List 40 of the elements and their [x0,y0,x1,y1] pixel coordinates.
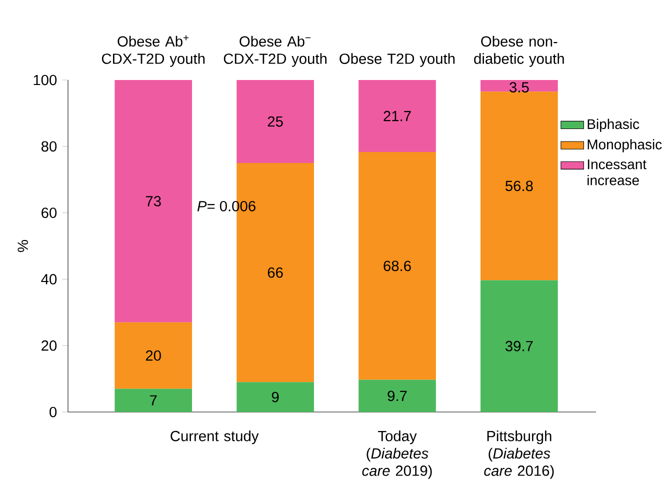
legend-label: Biphasic [588,118,640,132]
data-label: 9.7 [388,390,407,402]
y-tick-label: 60 [42,208,57,218]
text: Pittsburgh (Diabetes care 2016) [484,430,554,479]
bar [114,322,192,389]
y-tick-label: 80 [41,141,57,152]
data-label: 3.5 [510,82,529,92]
y-tick-label: 0 [50,406,57,418]
bar [114,388,192,412]
bar [480,280,558,412]
y-tick-label: 40 [41,274,57,284]
data-label: 66 [268,267,283,278]
x-tick-label: Obese non-diabetic youth [474,36,564,67]
y-axis-title: % [18,240,28,252]
data-label: 73 [146,196,161,206]
bar [358,80,436,152]
bar [236,382,314,412]
text: Current study [170,430,259,444]
y-tick-label: 100 [34,74,57,86]
data-label: 68.6 [384,260,411,272]
data-label: 9 [272,392,279,402]
bar [236,80,314,163]
bar [358,152,436,380]
legend-label: Monophasic [588,139,662,152]
data-label: 56.8 [506,180,533,192]
category-label: Obese Ab$^{+}$ CDX-T2D youth [102,35,205,67]
bar [480,80,558,92]
bar [114,80,192,322]
data-label: 21.7 [384,110,411,122]
data-label: 7 [150,395,157,406]
bar [480,92,558,280]
data-label: 20 [146,350,161,361]
legend-label: Incessant increase [588,160,646,186]
data-label: 39.7 [505,340,533,352]
x-tick-label: Obese T2D youth [340,53,455,67]
category-label: Obese Ab$^{−}$ CDX-T2D youth [224,36,326,67]
bar [358,380,436,412]
data-label: 25 [268,116,283,127]
text: Today (Diabetes care 2019) [362,430,432,479]
y-tick-label: 20 [42,340,57,351]
